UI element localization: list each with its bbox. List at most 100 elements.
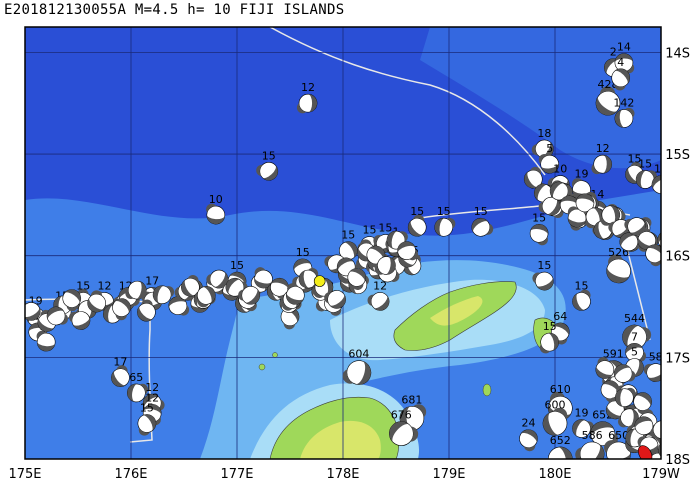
beachball — [196, 286, 216, 308]
depth-label: 19 — [575, 407, 589, 420]
beachball — [127, 383, 149, 403]
beachball — [595, 86, 621, 116]
beachball — [549, 181, 572, 201]
depth-label: 142 — [613, 96, 634, 109]
beachball — [625, 342, 647, 362]
depth-label: 15 — [575, 279, 589, 292]
beachball — [606, 254, 631, 284]
beachball — [542, 407, 568, 436]
depth-label: 15 — [628, 152, 642, 165]
beachball — [374, 256, 396, 275]
beachball — [613, 364, 636, 383]
beachball — [434, 217, 456, 237]
beachball — [600, 205, 621, 226]
land-viti-levu-highland — [300, 420, 381, 459]
depth-label: 586 — [582, 429, 603, 442]
beachball — [206, 203, 226, 225]
depth-label: 600 — [545, 398, 566, 411]
beachball — [280, 307, 300, 330]
beachball — [614, 107, 635, 128]
beachball — [69, 311, 91, 330]
beachball — [538, 153, 560, 174]
depth-label: 10 — [553, 163, 567, 176]
beachball — [4, 320, 24, 339]
beachball — [529, 224, 549, 246]
lon-label: 179W — [642, 467, 680, 482]
beachball — [152, 285, 175, 304]
land-islet — [272, 352, 278, 358]
beachball — [519, 429, 538, 452]
beachball — [615, 387, 636, 407]
beachball — [635, 170, 657, 189]
lat-label: 15S — [665, 148, 690, 163]
depth-label: 15 — [537, 259, 551, 272]
depth-label: 15 — [378, 222, 392, 235]
depth-label: 17 — [654, 163, 668, 176]
depth-label: 15 — [76, 279, 90, 292]
beachball — [622, 324, 652, 350]
beachball — [658, 440, 661, 459]
depth-label: 5 — [546, 142, 553, 155]
recent-event-marker — [637, 445, 653, 459]
depth-label: 681 — [401, 393, 422, 406]
beachball — [532, 271, 554, 291]
beachball — [531, 139, 554, 159]
lat-label: 17S — [665, 351, 690, 366]
beachball — [523, 166, 543, 189]
beachball — [342, 360, 372, 385]
beachball — [347, 268, 367, 290]
focal-mechanisms: 1215101515151515151511517151517121215151… — [4, 41, 668, 459]
depth-label: 15 — [437, 205, 451, 218]
land-islet — [258, 363, 266, 371]
map-title: E201812130055A M=4.5 h= 10 FIJI ISLANDS — [4, 2, 345, 18]
depth-label: 676 — [391, 409, 412, 422]
beachball — [238, 286, 261, 305]
depth-label: 12 — [301, 81, 315, 94]
beachball — [572, 289, 591, 311]
lat-label: 14S — [665, 46, 690, 61]
depth-label: 15 — [474, 205, 488, 218]
land-vanua-levu-highland — [430, 296, 483, 326]
lat-label: 16S — [665, 250, 690, 265]
beachball — [591, 154, 613, 175]
target-event-marker — [313, 275, 326, 287]
depth-label: 15 — [262, 149, 276, 162]
beachball — [111, 365, 130, 387]
beachball — [471, 217, 494, 237]
depth-label: 610 — [550, 383, 571, 396]
beachball — [254, 267, 273, 289]
depth-label: 650 — [608, 429, 629, 442]
lat-label: 18S — [665, 453, 690, 468]
beachball — [25, 302, 41, 321]
lon-label: 176E — [114, 467, 147, 482]
depth-label: 15 — [532, 211, 546, 224]
beachball — [567, 206, 587, 228]
depth-label: 18 — [537, 127, 551, 140]
beachball — [62, 289, 82, 312]
beachball — [324, 290, 346, 309]
lon-label: 177E — [220, 467, 253, 482]
lon-label: 175E — [8, 467, 41, 482]
beachball — [112, 298, 131, 321]
depth-label: 58 — [649, 351, 663, 364]
depth-label: 12 — [373, 279, 387, 292]
depth-label: 604 — [348, 348, 369, 361]
depth-label: 12 — [145, 391, 159, 404]
depth-label: 4 — [617, 56, 624, 69]
land-islet — [482, 383, 492, 397]
depth-label: 12 — [596, 142, 610, 155]
depth-label: 12 — [145, 381, 159, 394]
lon-label: 179E — [432, 467, 465, 482]
axis-labels: 175E 176E 177E 178E 179E 180E 179W 14S 15S 16S 17S… — [8, 46, 690, 482]
map-frame — [24, 26, 662, 460]
beachball — [256, 162, 279, 181]
beachball — [657, 230, 661, 250]
beachball — [547, 446, 573, 459]
beachball — [614, 53, 635, 74]
beachball — [87, 290, 106, 313]
depth-label: 15 — [543, 320, 557, 333]
depth-label: 15 — [341, 229, 355, 242]
depth-label: 15 — [638, 157, 652, 170]
